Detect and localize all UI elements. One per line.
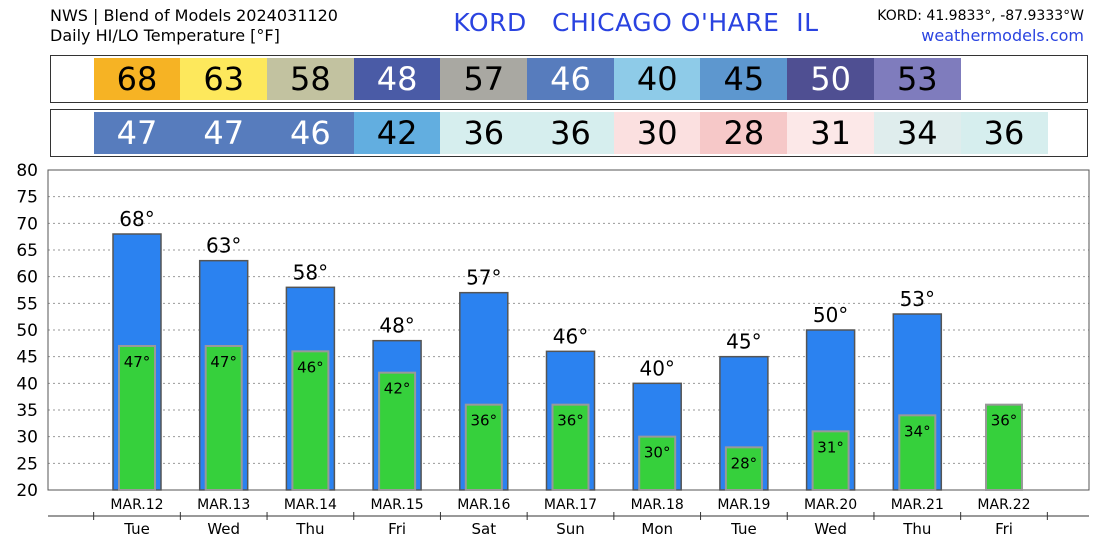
weekday-label: Wed [207,520,240,538]
y-tick-label: 55 [16,294,38,314]
y-tick-label: 35 [16,401,38,421]
hi-cell: 57 [440,58,528,100]
weekday-label: Tue [123,520,150,538]
y-tick-label: 75 [16,188,38,208]
lo-cell: 42 [353,112,441,154]
high-data-label: 63° [206,234,241,258]
station-title: KORD CHICAGO O'HARE IL [453,8,819,37]
lo-cell: 34 [873,112,961,154]
weekday-label: Fri [995,520,1013,538]
hi-cell: 50 [787,58,875,100]
low-bar [898,414,937,492]
low-data-label: 36° [471,412,498,430]
hi-cell: 48 [353,58,441,100]
y-tick-label: 80 [16,161,38,181]
hi-cell: 63 [180,58,268,100]
lo-cell: 28 [700,112,788,154]
header-left: NWS | Blend of Models 2024031120 Daily H… [50,6,338,46]
low-data-label: 31° [817,438,844,456]
weekday-label: Sun [556,520,585,538]
lo-cell: 36 [527,112,614,154]
y-tick-label: 25 [16,454,38,474]
weekday-label: Fri [388,520,406,538]
x-tick-label: MAR.20 [804,497,857,513]
y-tick-label: 40 [16,374,38,394]
low-data-label: 36° [991,412,1018,430]
x-tick-label: MAR.15 [371,497,424,513]
high-data-label: 40° [639,356,674,380]
x-tick-label: MAR.17 [544,497,597,513]
x-tick-label: MAR.18 [631,497,684,513]
low-bar [464,403,503,491]
weekday-label: Thu [295,520,324,538]
high-data-label: 57° [466,266,501,290]
low-bar [118,345,156,491]
x-tick-label: MAR.13 [197,497,250,513]
high-data-label: 46° [553,324,588,348]
high-data-label: 50° [813,303,848,327]
x-tick-label: MAR.21 [891,497,944,513]
low-data-label: 42° [384,380,411,398]
high-data-label: 58° [293,260,328,284]
low-data-label: 47° [210,353,237,371]
high-temperature-strip: 68 63 58 48 57 46 40 45 50 53 [50,55,1088,103]
y-tick-label: 30 [16,428,38,448]
y-tick-label: 20 [16,481,38,501]
high-data-label: 48° [379,314,414,338]
hi-cell: 58 [266,58,354,100]
lo-cell: 31 [787,112,875,154]
hi-cell: 46 [527,58,614,100]
high-data-label: 53° [900,287,935,311]
lo-cell: 36 [960,112,1048,154]
low-data-label: 30° [644,444,671,462]
x-tick-label: MAR.22 [977,497,1030,513]
site-link[interactable]: weathermodels.com [921,26,1084,45]
station-coordinates: KORD: 41.9833°, -87.9333°W [877,8,1084,24]
weekday-label: Thu [902,520,931,538]
high-data-label: 45° [726,330,761,354]
x-tick-label: MAR.12 [110,497,163,513]
y-tick-label: 45 [16,348,38,368]
weekday-label: Wed [814,520,847,538]
high-data-label: 68° [119,207,154,231]
low-data-label: 28° [731,454,758,472]
y-tick-label: 65 [16,241,38,261]
x-tick-label: MAR.19 [717,497,770,513]
low-bar [724,446,763,492]
x-tick-label: MAR.16 [457,497,510,513]
hi-cell: 45 [700,58,788,100]
low-temperature-strip: 47 47 46 42 36 36 30 28 31 34 36 [50,109,1088,157]
lo-cell: 47 [93,112,181,154]
weekday-label: Tue [730,520,757,538]
hi-cell: 40 [613,58,701,100]
y-tick-label: 70 [16,214,38,234]
lo-cell: 47 [180,112,268,154]
low-bar [985,403,1023,491]
lo-cell: 30 [613,112,701,154]
lo-cell: 36 [440,112,528,154]
hi-cell: 53 [873,58,961,100]
x-tick-label: MAR.14 [284,497,337,513]
low-bar [811,430,850,492]
weekday-label: Mon [641,520,673,538]
low-data-label: 34° [904,422,931,440]
low-bar [551,403,590,491]
low-bar [204,345,243,491]
header-right: KORD: 41.9833°, -87.9333°W weathermodels… [877,6,1084,46]
product-label: Daily HI/LO Temperature [°F] [50,26,280,45]
low-data-label: 36° [557,412,584,430]
low-bar [291,350,330,492]
lo-cell: 46 [266,112,354,154]
low-data-label: 46° [297,358,324,376]
y-tick-label: 50 [16,321,38,341]
y-tick-label: 60 [16,268,38,288]
low-data-label: 47° [124,353,151,371]
model-run-label: NWS | Blend of Models 2024031120 [50,6,338,25]
weekday-label: Sat [471,520,496,538]
hi-cell: 68 [93,58,181,100]
low-bar [378,371,417,491]
low-bar [638,435,677,491]
